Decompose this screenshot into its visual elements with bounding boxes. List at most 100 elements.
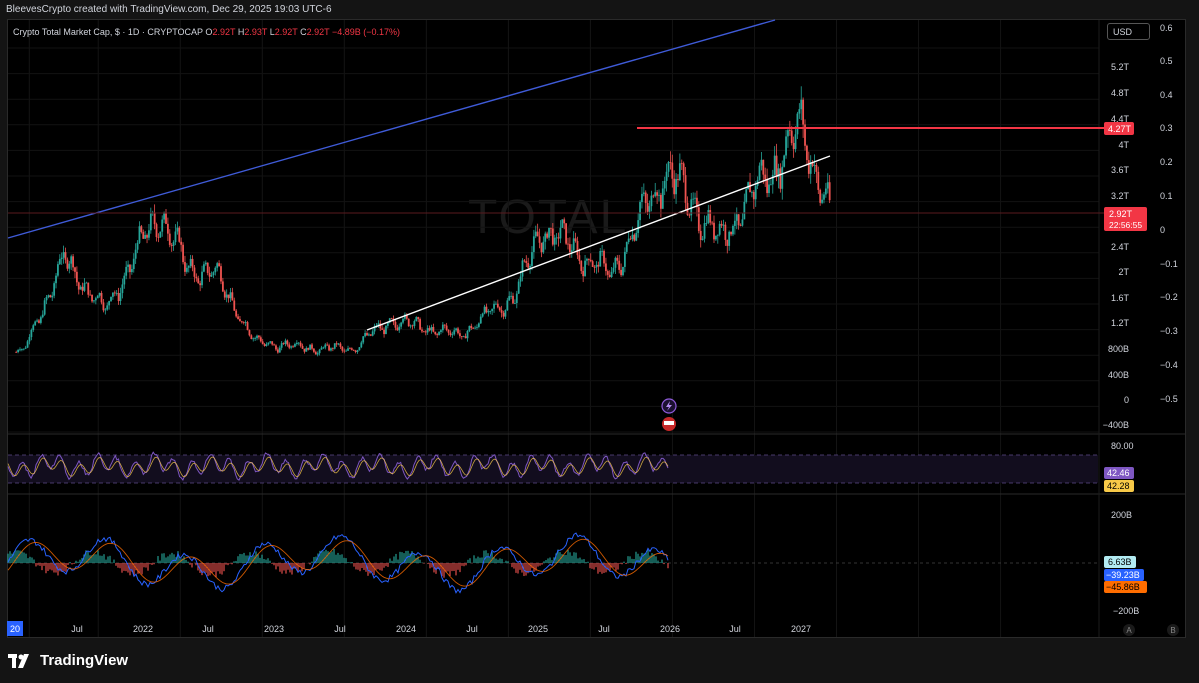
tradingview-logo-icon [8,653,29,668]
macd-histogram-bar [137,563,139,574]
candle-body [796,113,799,135]
macd-histogram-bar [265,559,267,563]
macd-histogram-bar [141,563,143,575]
macd-histogram-bar [143,563,145,568]
macd-histogram-bar [169,554,171,563]
candle-body [570,250,573,253]
candle-body [760,159,763,166]
macd-histogram-bar [161,553,163,563]
candle-body [732,225,734,235]
candle-body [694,197,696,199]
macd-histogram-bar [243,552,245,563]
macd-histogram-bar [139,563,141,573]
candle-body [326,344,329,346]
macd-histogram-bar [461,563,463,566]
candle-body [284,340,287,344]
macd-histogram-bar [43,563,45,566]
macd-histogram-bar [117,563,119,568]
macd-histogram-bar [577,558,579,563]
candle-body [550,227,552,229]
candle-body [352,349,355,351]
macd-histogram-bar [489,557,491,563]
candle-body [623,251,626,267]
macd-histogram-bar [389,558,391,563]
candle-body [699,230,702,240]
candle-body [758,165,761,181]
macd-histogram-bar [105,559,107,563]
macd-histogram-bar [483,550,485,563]
candle-body [396,327,399,331]
candle-body [49,295,52,298]
candle-body [680,163,683,165]
candle-body [790,130,793,143]
candle-body [214,267,217,273]
macd-histogram-bar [427,563,429,565]
candle-body [51,295,54,298]
macd-histogram-bar [127,563,129,573]
macd-histogram-bar [285,563,287,574]
macd-histogram-bar [543,561,545,563]
candle-body [762,159,765,175]
candle-body [201,271,203,286]
macd-histogram-bar [99,555,101,563]
candle-body [495,303,497,305]
chart-area[interactable] [7,19,1186,638]
macd-histogram-bar [231,563,233,565]
macd-histogram-bar [95,554,97,563]
candle-body [68,263,71,269]
candle-body [460,336,463,337]
macd-histogram-bar [53,563,55,573]
macd-histogram-bar [165,557,167,563]
candle-body [769,184,772,186]
macd-histogram-bar [635,551,637,563]
candle-body [567,243,569,245]
candle-body [324,344,327,348]
macd-histogram-bar [205,563,207,573]
candle-body [220,266,222,282]
macd-histogram-bar [533,563,535,572]
secondary-axis-label: −0.4 [1160,360,1178,370]
candle-body [817,171,820,190]
candle-body [320,347,323,350]
rsi-ma-value-tag [1104,480,1134,492]
candle-body [136,242,139,250]
macd-histogram-bar [373,563,375,576]
candle-body [242,322,245,324]
macd-histogram-bar [159,560,161,563]
candle-body [781,166,784,189]
candle-body [119,293,122,302]
macd-histogram-bar [339,554,341,563]
candle-body [271,341,274,345]
candle-body [593,266,596,268]
candle-body [809,162,812,174]
ohlc-close-label: C [300,27,307,37]
macd-histogram-bar [153,563,155,565]
candle-body [417,317,420,320]
macd-histogram-bar [513,563,515,569]
macd-histogram-bar [405,550,407,563]
macd-histogram-bar [7,553,9,563]
candle-body [724,224,727,240]
candle-body [752,191,755,200]
macd-histogram-bar [343,557,345,563]
rsi-ma-value-label: 42.28 [1107,481,1130,491]
currency-button[interactable]: USD [1107,23,1150,40]
candle-body [404,314,406,319]
macd-histogram-bar [271,563,273,564]
candle-body [20,349,23,350]
candle-body [428,328,431,331]
candle-body [117,292,120,302]
macd-histogram-bar [49,563,51,570]
time-axis-label: 20 [10,624,20,634]
resistance-price-label: 4.27T [1108,124,1132,134]
candle-body [438,332,440,336]
macd-histogram-bar [387,563,389,567]
macd-histogram-bar [69,562,71,563]
macd-histogram-bar [469,558,471,563]
candle-body [496,303,499,308]
symbol-name: Crypto Total Market Cap, $ · 1D · CRYPTO… [13,27,203,37]
candle-body [565,223,567,244]
candle-body [555,237,558,239]
rsi-level-label: 80.00 [1111,441,1134,451]
